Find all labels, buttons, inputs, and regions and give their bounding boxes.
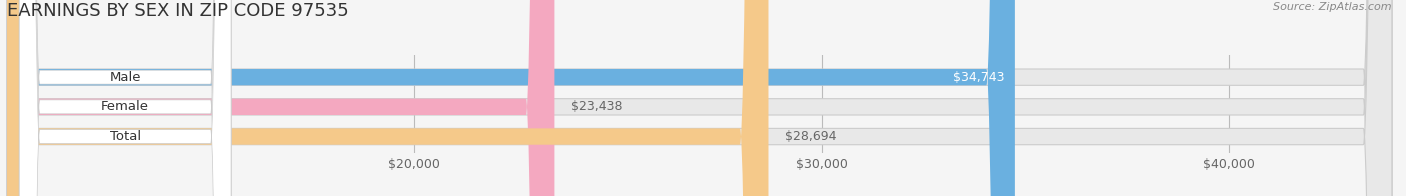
Text: $34,743: $34,743 — [953, 71, 1005, 84]
Text: $28,694: $28,694 — [785, 130, 837, 143]
Text: EARNINGS BY SEX IN ZIP CODE 97535: EARNINGS BY SEX IN ZIP CODE 97535 — [7, 2, 349, 20]
FancyBboxPatch shape — [7, 0, 769, 196]
Text: $23,438: $23,438 — [571, 100, 623, 113]
FancyBboxPatch shape — [7, 0, 1015, 196]
Text: Source: ZipAtlas.com: Source: ZipAtlas.com — [1274, 2, 1392, 12]
FancyBboxPatch shape — [20, 0, 231, 196]
FancyBboxPatch shape — [7, 0, 554, 196]
FancyBboxPatch shape — [20, 0, 231, 196]
FancyBboxPatch shape — [7, 0, 1392, 196]
Text: Male: Male — [110, 71, 141, 84]
Text: Total: Total — [110, 130, 141, 143]
FancyBboxPatch shape — [20, 0, 231, 196]
FancyBboxPatch shape — [7, 0, 1392, 196]
Text: Female: Female — [101, 100, 149, 113]
FancyBboxPatch shape — [7, 0, 1392, 196]
